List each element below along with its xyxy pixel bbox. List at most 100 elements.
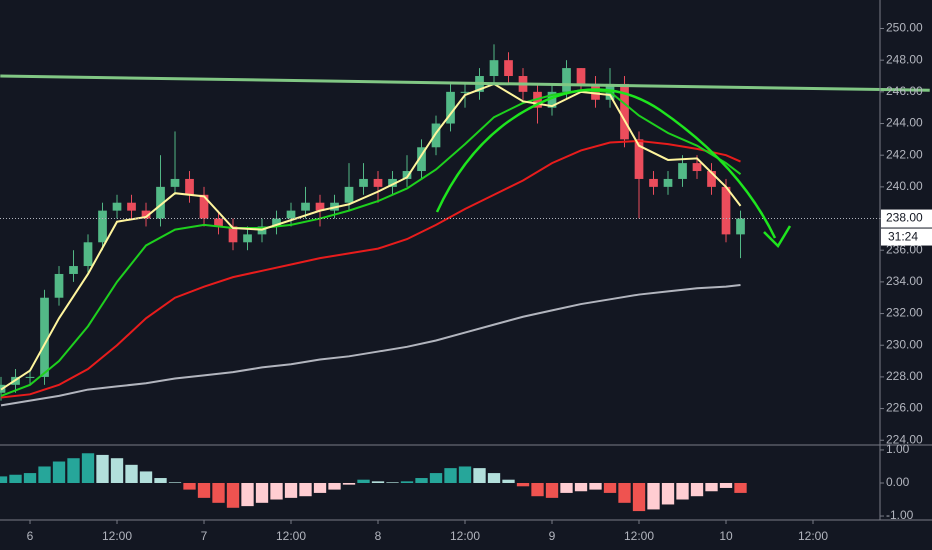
plot-area <box>0 44 930 512</box>
histogram-bar <box>154 478 167 483</box>
histogram-bar <box>400 481 414 483</box>
drawn-arrowhead <box>763 225 792 249</box>
candle-body <box>373 178 383 187</box>
histogram-bar <box>241 482 254 507</box>
histogram-bar <box>9 474 22 483</box>
candle-body <box>504 60 513 77</box>
candle-body <box>446 91 455 124</box>
candle-body <box>359 178 368 187</box>
histogram-bar <box>313 482 327 493</box>
candle-body <box>199 194 209 219</box>
moving-average <box>0 89 742 397</box>
histogram-bar <box>212 482 225 503</box>
candle-body <box>634 139 644 179</box>
candle-body <box>40 297 49 377</box>
drawn-arc <box>435 88 777 239</box>
axes: 224.00 226.00 228.00 230.00 232.00 234.00 236.… <box>27 21 932 543</box>
y-tick-label: 224.00 <box>886 432 923 446</box>
candle-body <box>562 68 571 92</box>
candle-body <box>25 376 35 378</box>
histogram-bar <box>226 482 240 508</box>
histogram-bar <box>603 482 617 493</box>
histogram-bar <box>574 482 588 492</box>
candle-body <box>489 60 499 77</box>
y-tick-label: 234.00 <box>886 274 923 288</box>
histogram-bar <box>531 482 544 497</box>
y-tick-label: 228.00 <box>886 369 923 383</box>
histogram-bar <box>734 482 747 493</box>
histogram-bar <box>676 482 689 500</box>
candle-body <box>83 242 93 267</box>
histogram-bar <box>690 482 704 497</box>
candle-body <box>417 147 426 172</box>
candle-body <box>272 218 281 227</box>
moving-average <box>0 82 742 391</box>
histogram-bar <box>589 482 602 490</box>
moving-average <box>0 139 741 399</box>
candle-body <box>707 171 716 187</box>
x-tick-label: 12:00 <box>798 529 828 543</box>
y-tick-label: 250.00 <box>886 21 923 35</box>
histogram-bar <box>458 466 472 483</box>
x-tick-label: 12:00 <box>624 529 654 543</box>
candle-body <box>344 186 354 203</box>
candle-body <box>243 234 252 243</box>
x-tick-label: 12:00 <box>276 529 306 543</box>
y-tick-label: 244.00 <box>886 116 923 130</box>
candle-body <box>649 178 658 187</box>
histogram-bar <box>632 482 646 512</box>
candle-body <box>301 202 310 211</box>
candle-body <box>69 266 78 274</box>
candle-body <box>402 171 412 179</box>
histogram-bar <box>429 473 443 483</box>
histogram-bar <box>647 482 660 510</box>
histogram-bar <box>357 479 370 483</box>
candle-body <box>127 202 136 211</box>
histogram-bar <box>125 464 138 483</box>
candle-body <box>388 178 397 187</box>
x-tick-label: 10 <box>719 529 733 543</box>
candle-body <box>547 91 557 108</box>
histogram-bar <box>371 481 385 483</box>
y-tick-label: 230.00 <box>886 337 923 351</box>
y-tick-label: 248.00 <box>886 52 923 66</box>
y-tick-label: 236.00 <box>886 242 923 256</box>
histogram-bar <box>661 482 675 505</box>
last-price-label: 238.00 <box>886 211 923 225</box>
x-tick-label: 12:00 <box>102 529 132 543</box>
histogram-bar <box>96 454 109 483</box>
x-tick-label: 12:00 <box>450 529 480 543</box>
histogram-bar <box>38 466 51 483</box>
histogram-bar <box>168 482 182 483</box>
histogram-bar <box>415 478 428 483</box>
histogram-bar <box>67 458 80 483</box>
candle-body <box>214 218 223 227</box>
candle-body <box>185 178 194 195</box>
candle-body <box>736 218 745 235</box>
histogram-bar <box>502 479 515 483</box>
x-tick-label: 7 <box>201 529 208 543</box>
histogram-bar <box>183 482 196 490</box>
last-price-box <box>881 209 932 228</box>
histogram-bar <box>342 482 356 485</box>
y-tick-label: 240.00 <box>886 179 923 193</box>
candle-body <box>620 83 629 140</box>
candle-body <box>228 226 238 243</box>
histogram-bar <box>23 473 37 483</box>
histogram-bar <box>487 473 501 483</box>
candle-body <box>286 210 296 219</box>
histogram-bar <box>255 482 269 503</box>
histogram-bar <box>516 482 530 487</box>
y-tick-label: 0.00 <box>886 475 910 489</box>
histogram-bar <box>545 482 559 498</box>
candle-body <box>431 123 441 148</box>
y-tick-label: -1.00 <box>886 508 914 522</box>
histogram-bar <box>52 461 66 483</box>
candle-body <box>678 163 687 179</box>
histogram-bar <box>473 468 486 483</box>
histogram-bar <box>618 482 631 503</box>
candle-body <box>460 91 470 93</box>
x-tick-label: 9 <box>549 529 556 543</box>
candle-body <box>170 178 180 187</box>
